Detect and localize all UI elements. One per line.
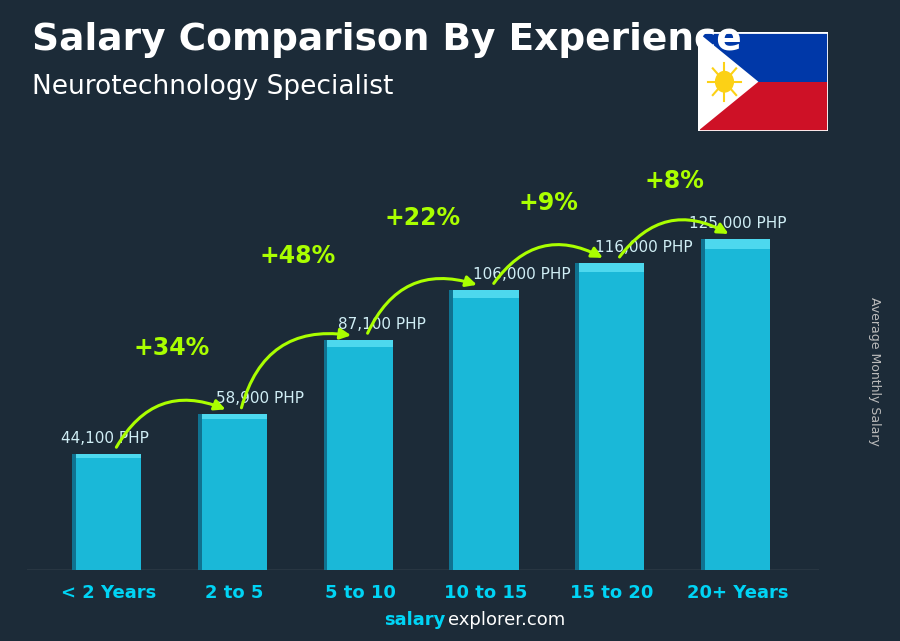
Bar bbox=[202, 415, 267, 419]
Bar bbox=[76, 454, 141, 570]
Bar bbox=[454, 290, 518, 570]
Text: +48%: +48% bbox=[259, 244, 336, 268]
Text: 125,000 PHP: 125,000 PHP bbox=[688, 217, 786, 231]
Bar bbox=[454, 290, 518, 298]
Bar bbox=[449, 290, 455, 570]
Text: +9%: +9% bbox=[518, 192, 579, 215]
Bar bbox=[76, 454, 141, 458]
Bar bbox=[701, 239, 707, 570]
Circle shape bbox=[715, 71, 734, 93]
Polygon shape bbox=[698, 32, 759, 131]
Text: 58,900 PHP: 58,900 PHP bbox=[216, 392, 303, 406]
Bar bbox=[328, 340, 392, 570]
Text: Salary Comparison By Experience: Salary Comparison By Experience bbox=[32, 22, 742, 58]
Text: 87,100 PHP: 87,100 PHP bbox=[338, 317, 426, 332]
Bar bbox=[575, 263, 581, 570]
Text: +22%: +22% bbox=[385, 206, 461, 230]
Text: Average Monthly Salary: Average Monthly Salary bbox=[868, 297, 881, 446]
Text: +34%: +34% bbox=[133, 337, 210, 360]
Text: Neurotechnology Specialist: Neurotechnology Specialist bbox=[32, 74, 393, 100]
Bar bbox=[579, 263, 644, 272]
Text: 116,000 PHP: 116,000 PHP bbox=[595, 240, 693, 255]
Bar bbox=[705, 239, 770, 249]
Text: 106,000 PHP: 106,000 PHP bbox=[473, 267, 571, 281]
Bar bbox=[698, 81, 828, 131]
Bar bbox=[72, 454, 78, 570]
Bar bbox=[705, 239, 770, 570]
Text: +8%: +8% bbox=[644, 169, 705, 193]
Bar bbox=[202, 415, 267, 570]
Text: explorer.com: explorer.com bbox=[448, 612, 565, 629]
Bar bbox=[323, 340, 330, 570]
Text: salary: salary bbox=[384, 612, 446, 629]
Bar bbox=[198, 415, 204, 570]
Bar bbox=[698, 32, 828, 81]
Bar bbox=[328, 340, 392, 347]
Text: 44,100 PHP: 44,100 PHP bbox=[61, 431, 148, 445]
Bar bbox=[579, 263, 644, 570]
